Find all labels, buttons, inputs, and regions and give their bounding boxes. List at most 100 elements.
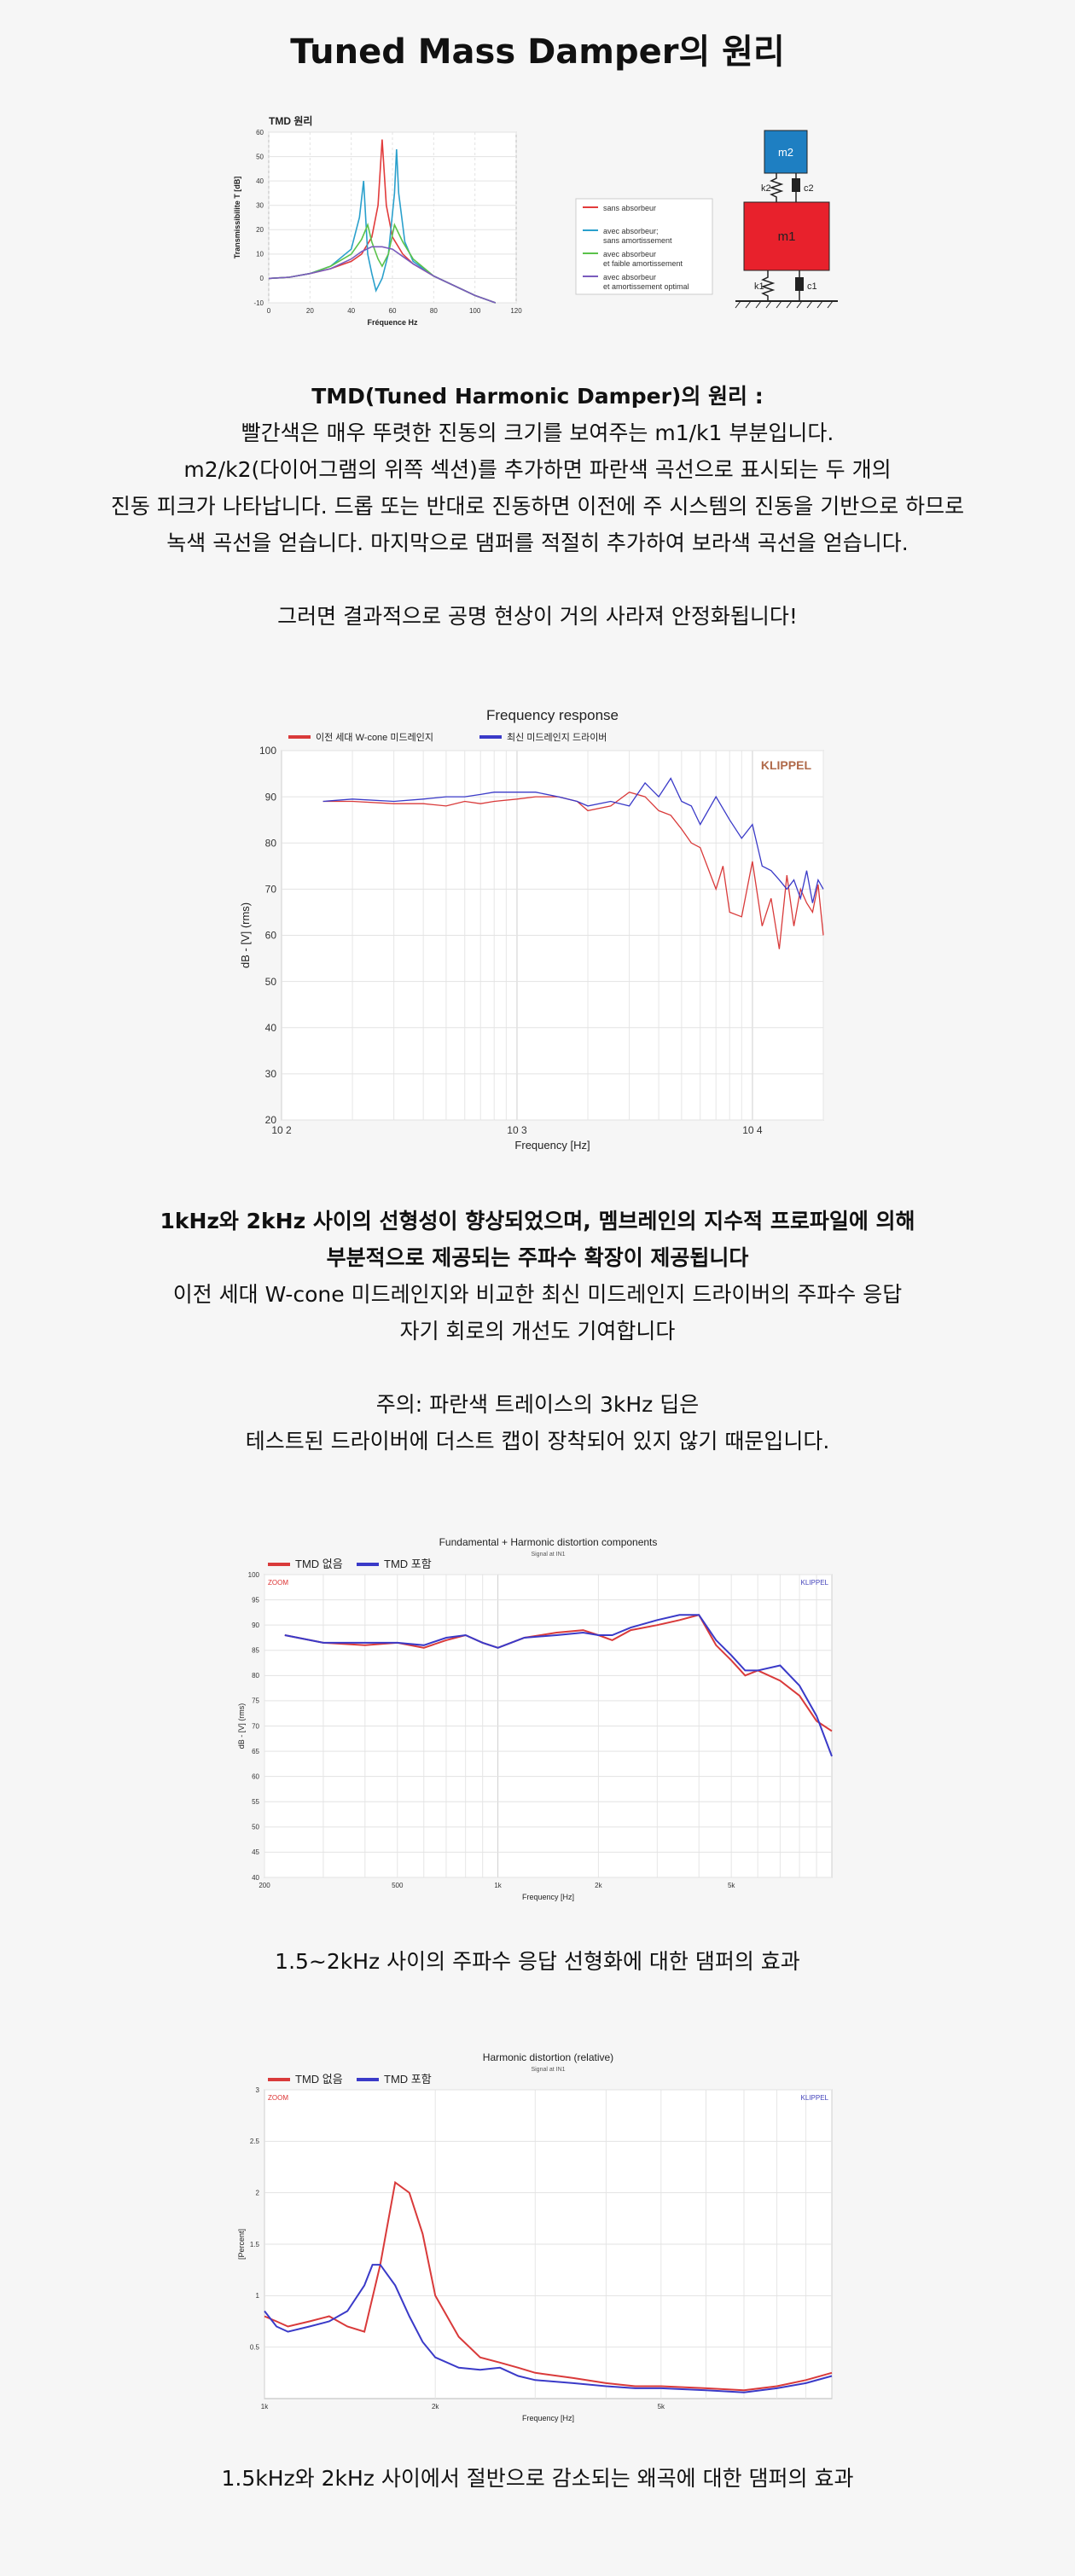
y-tick-label: 10 (256, 251, 264, 258)
tmd-heading: TMD(Tuned Harmonic Damper)의 원리 : (311, 384, 764, 409)
y-tick-label: 65 (252, 1748, 259, 1755)
x-tick-label: 500 (392, 1882, 404, 1889)
legend-box (575, 198, 713, 295)
fr-line-1: 이전 세대 W-cone 미드레인지와 비교한 최신 미드레인지 드라이버의 주… (172, 1282, 903, 1307)
legend-label: TMD 포함 (384, 1558, 432, 1570)
y-tick-label: 2.5 (250, 2138, 260, 2145)
y-tick-label: 1 (256, 2292, 260, 2300)
legend-label: TMD 없음 (295, 2073, 343, 2086)
y-tick-label: 70 (252, 1722, 259, 1730)
m1-label: m1 (778, 229, 796, 244)
klippel-watermark: KLIPPEL (761, 758, 812, 772)
y-tick-label: 95 (252, 1596, 259, 1604)
x-axis-label: Frequency [Hz] (514, 1139, 590, 1152)
k1-spring (760, 270, 776, 301)
legend-label: 이전 세대 W-cone 미드레인지 (316, 732, 433, 743)
y-tick-label: 45 (252, 1848, 259, 1856)
fr-heading-2: 부분적으로 제공되는 주파수 확장이 제공됩니다 (326, 1245, 749, 1270)
x-axis-label: Fréquence Hz (367, 318, 418, 327)
y-tick-label: 0 (260, 275, 264, 282)
tmd-line-2: m2/k2(다이어그램의 위쪽 섹션)를 추가하면 파란색 곡선으로 표시되는 … (183, 457, 892, 482)
y-tick-label: 90 (265, 791, 277, 803)
y-axis-label: [Percent] (237, 2229, 246, 2260)
caption-3: 1.5~2kHz 사이의 주파수 응답 선형화에 대한 댐퍼의 효과 (275, 1949, 800, 1974)
klippel-label: KLIPPEL (801, 1579, 829, 1587)
y-tick-label: 60 (252, 1772, 259, 1780)
x-tick-label: 1k (494, 1882, 502, 1889)
chart-subtitle: Signal at IN1 (531, 2067, 565, 2073)
note-line-1: 주의: 파란색 트레이스의 3kHz 딥은 (375, 1392, 700, 1417)
legend-label: sans absorbeur (603, 204, 656, 212)
y-axis-label: dB - [V] (rms) (239, 902, 252, 968)
c2-label: c2 (804, 183, 814, 194)
k1-label: k1 (754, 281, 764, 292)
c1-label: c1 (807, 281, 817, 292)
legend-label: avec absorbeur (603, 273, 656, 281)
y-tick-label: 50 (265, 976, 277, 988)
chart-title: Fundamental + Harmonic distortion compon… (439, 1536, 658, 1548)
legend-label: avec absorbeur; (603, 227, 659, 235)
legend-label: sans amortissement (603, 236, 672, 245)
y-tick-label: 20 (265, 1114, 277, 1126)
x-tick-label: 120 (510, 307, 522, 315)
x-tick-label: 10 4 (742, 1124, 763, 1136)
zoom-label: ZOOM (268, 2094, 288, 2102)
y-tick-label: 0.5 (250, 2343, 260, 2351)
fundamental-harmonic-chart: 40 45 50 55 60 65 70 75 80 85 90 95 100 200 500 1k 2k 5k F… (237, 1536, 833, 1901)
tmd-result: 그러면 결과적으로 공명 현상이 거의 사라져 안정화됩니다! (277, 604, 798, 629)
harmonic-distortion-chart: 0.5 1 1.5 2 2.5 3 1k 2k 5k Frequency [Hz] [Percent… (237, 2051, 833, 2422)
y-tick-label: 40 (256, 177, 264, 185)
y-tick-label: 40 (252, 1874, 259, 1882)
x-tick-label: 100 (469, 307, 481, 315)
legend-label: et faible amortissement (603, 259, 683, 268)
y-tick-label: 75 (252, 1697, 259, 1705)
k2-spring (769, 173, 784, 202)
tmd-line-3: 진동 피크가 나타납니다. 드롭 또는 반대로 진동하면 이전에 주 시스템의 … (110, 494, 965, 519)
series-line-2 (322, 777, 824, 903)
chart-title: TMD 원리 (269, 114, 312, 127)
y-tick-label: 60 (256, 129, 264, 136)
x-tick-label: 80 (430, 307, 438, 315)
note-line-2: 테스트된 드라이버에 더스트 캡이 장착되어 있지 않기 때문입니다. (245, 1429, 830, 1453)
x-tick-label: 200 (259, 1882, 270, 1889)
chart-subtitle: Signal at IN1 (531, 1552, 565, 1558)
y-tick-label: 100 (259, 745, 276, 757)
x-tick-label: 2k (432, 2403, 439, 2411)
y-tick-label: 20 (256, 226, 264, 234)
tmd-line-4: 녹색 곡선을 얻습니다. 마지막으로 댐퍼를 적절히 추가하여 보라색 곡선을 … (166, 531, 909, 555)
legend-label: TMD 없음 (295, 1558, 343, 1570)
x-tick-label: 0 (267, 307, 271, 315)
y-tick-label: 90 (252, 1622, 259, 1629)
spring-mass-diagram: m2 k2 c2 m1 k1 c1 (735, 130, 838, 309)
klippel-label: KLIPPEL (801, 2094, 829, 2102)
y-axis-label: dB - [V] (rms) (237, 1703, 246, 1749)
y-tick-label: 30 (265, 1068, 277, 1080)
x-tick-label: 10 2 (271, 1124, 292, 1136)
y-tick-label: 85 (252, 1647, 259, 1655)
y-tick-label: 50 (252, 1824, 259, 1831)
x-tick-label: 40 (347, 307, 355, 315)
x-tick-label: 60 (389, 307, 397, 315)
fr-line-2: 자기 회로의 개선도 기여합니다 (399, 1319, 676, 1343)
series-line-2 (264, 2264, 833, 2393)
m1-box (743, 201, 830, 271)
y-tick-label: 50 (256, 153, 264, 160)
y-tick-label: -10 (253, 299, 264, 307)
y-axis-label: Transmissibilite T [dB] (233, 177, 241, 259)
x-tick-label: 1k (261, 2403, 269, 2411)
series-line-4 (268, 246, 497, 304)
x-tick-label: 20 (306, 307, 314, 315)
y-tick-label: 30 (256, 202, 264, 210)
legend-label: et amortissement optimal (603, 282, 689, 291)
y-tick-label: 80 (252, 1672, 259, 1680)
x-axis-label: Frequency [Hz] (522, 1893, 574, 1901)
tmd-line-1: 빨간색은 매우 뚜렷한 진동의 크기를 보여주는 m1/k1 부분입니다. (241, 421, 834, 445)
series-line-2 (284, 1614, 833, 1757)
series-line-1 (322, 791, 824, 949)
series-line-1 (264, 2180, 833, 2392)
x-tick-label: 2k (595, 1882, 602, 1889)
y-tick-label: 3 (256, 2086, 260, 2094)
legend-label: avec absorbeur (603, 250, 656, 258)
y-tick-label: 2 (256, 2189, 260, 2196)
